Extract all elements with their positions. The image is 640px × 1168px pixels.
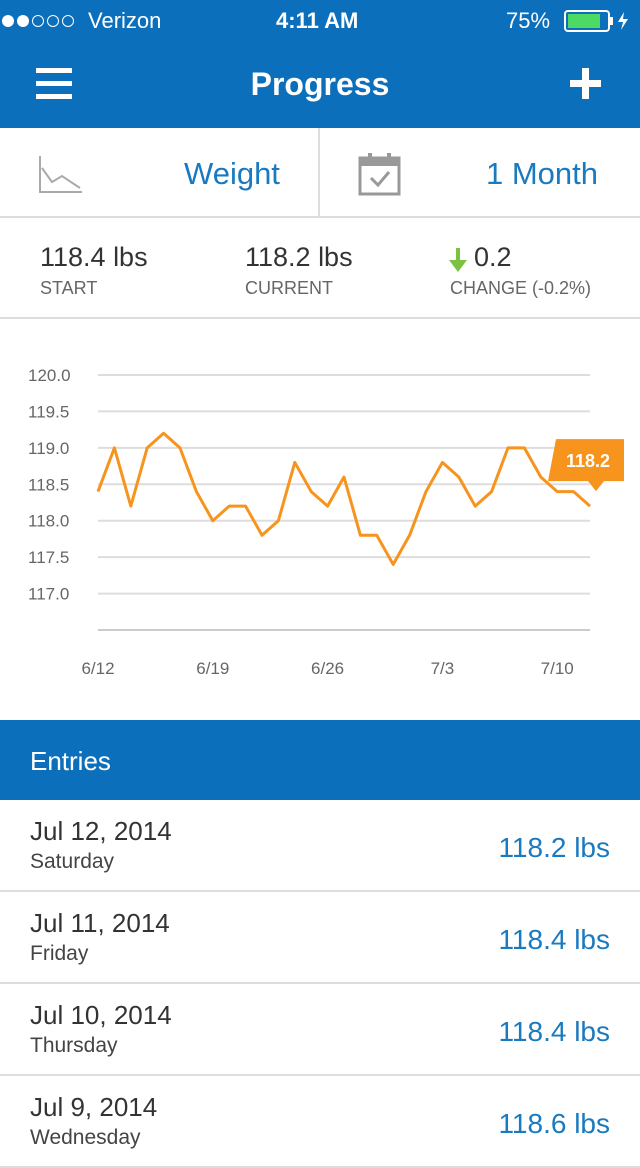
y-tick-label: 117.5 <box>28 548 69 567</box>
y-tick-label: 117.0 <box>28 585 69 604</box>
add-button[interactable] <box>570 68 602 100</box>
entry-day: Wednesday <box>30 1126 141 1149</box>
y-tick-label: 119.0 <box>28 439 69 458</box>
x-tick-label: 7/3 <box>431 659 455 678</box>
range-selector[interactable]: 1 Month <box>486 156 599 191</box>
x-tick-label: 7/10 <box>541 659 574 678</box>
signal <box>2 15 74 27</box>
data-line <box>96 431 591 566</box>
current-value: 118.2 lbs <box>245 242 353 272</box>
start-label: START <box>40 278 98 298</box>
entry-row[interactable]: Jul 12, 2014 Saturday 118.2 lbs <box>0 800 640 892</box>
entry-row[interactable]: Jul 10, 2014 Thursday 118.4 lbs <box>0 984 640 1076</box>
entry-day: Friday <box>30 942 89 965</box>
menu-button[interactable] <box>36 68 74 100</box>
callout-label: 118.2 <box>566 451 610 471</box>
entry-value: 118.2 lbs <box>498 832 610 863</box>
calendar-icon <box>358 153 401 196</box>
nav-bar: Progress <box>0 40 640 128</box>
value-callout: 118.2 <box>548 439 624 492</box>
chart-icon <box>39 156 82 193</box>
page-title: Progress <box>250 66 390 102</box>
change-label: CHANGE (-0.2%) <box>450 278 592 298</box>
callout-box <box>548 439 624 492</box>
entry-date: Jul 9, 2014 <box>30 1092 158 1122</box>
start-value: 118.4 lbs <box>40 242 148 272</box>
battery-percent: 75% <box>506 8 551 33</box>
selector-bar: Weight 1 Month <box>0 128 640 218</box>
entry-row[interactable]: Jul 9, 2014 Wednesday 118.6 lbs <box>0 1076 640 1168</box>
x-tick-label: 6/19 <box>196 659 229 678</box>
time: 4:11 AM <box>276 8 359 33</box>
down-arrow <box>449 248 467 272</box>
metric-selector[interactable]: Weight <box>184 156 280 191</box>
entry-day: Thursday <box>30 1034 118 1057</box>
entry-day: Saturday <box>30 850 115 873</box>
current-label: CURRENT <box>245 278 333 298</box>
entry-date: Jul 11, 2014 <box>30 908 170 938</box>
y-tick-label: 118.5 <box>28 475 69 494</box>
entries-header: Entries <box>0 720 640 800</box>
entry-value: 118.4 lbs <box>498 924 610 955</box>
entry-value: 118.4 lbs <box>498 1016 610 1047</box>
divider <box>318 128 320 218</box>
entries-title: Entries <box>30 746 111 776</box>
chart: 117.0 117.5 118.0 118.5 119.0 119.5 120.0 6/12 6… <box>28 366 624 678</box>
entry-date: Jul 10, 2014 <box>30 1000 172 1030</box>
change-value: 0.2 <box>474 242 512 272</box>
y-tick-label: 120.0 <box>28 366 71 385</box>
summary: 118.4 lbs START 118.2 lbs CURRENT 0.2 CH… <box>0 218 640 319</box>
status-bar: Verizon 4:11 AM 75% <box>0 0 640 40</box>
battery-icon <box>564 10 628 32</box>
x-tick-label: 6/12 <box>81 659 114 678</box>
entry-date: Jul 12, 2014 <box>30 816 172 846</box>
y-tick-label: 119.5 <box>28 402 69 421</box>
carrier: Verizon <box>88 8 162 33</box>
x-tick-label: 6/26 <box>311 659 344 678</box>
y-tick-label: 118.0 <box>28 512 69 531</box>
entry-row[interactable]: Jul 11, 2014 Friday 118.4 lbs <box>0 892 640 984</box>
entry-value: 118.6 lbs <box>498 1108 610 1139</box>
